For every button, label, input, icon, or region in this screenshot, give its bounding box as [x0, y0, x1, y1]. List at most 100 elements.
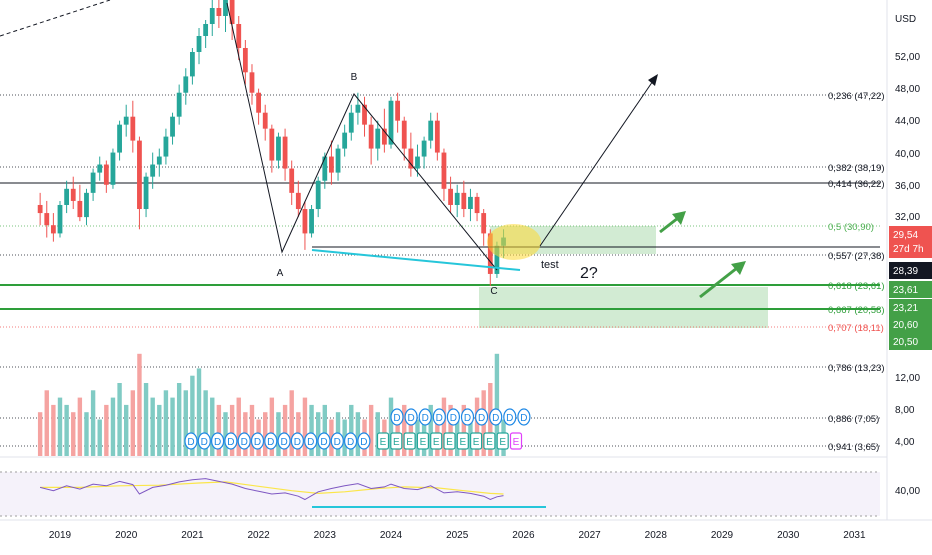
volume-bar	[104, 404, 109, 456]
marker-d-bottom	[344, 432, 358, 450]
marker-d-bottom	[317, 432, 331, 450]
marker-e-label: E	[433, 437, 440, 448]
volume-bar	[210, 397, 215, 456]
candle-body	[295, 192, 301, 210]
candle-body	[143, 176, 149, 210]
price-tick-label: 4,00	[895, 437, 915, 448]
volume-bar	[474, 397, 480, 456]
volume-bar	[90, 390, 96, 456]
marker-d-bottom-label: D	[254, 437, 261, 448]
fib-label: 0,414 (36,22)	[828, 179, 885, 190]
fib-label: 0,236 (47,22)	[828, 91, 885, 102]
marker-d-bottom-label: D	[294, 437, 301, 448]
candle-body	[50, 225, 56, 234]
volume-bar	[428, 404, 433, 456]
marker-e	[509, 432, 523, 450]
marker-d-top	[446, 408, 460, 426]
volume-bar	[355, 412, 361, 456]
candle-body	[242, 48, 248, 73]
candle-body	[415, 156, 420, 169]
candle-body	[408, 148, 414, 169]
candle-body	[468, 196, 473, 210]
x-tick-label: 2020	[115, 530, 138, 541]
rsi-ma-line	[40, 481, 504, 495]
fib-label: 0,618 (23,61)	[828, 281, 885, 292]
price-badge	[889, 299, 932, 316]
candle-body	[289, 168, 295, 193]
price-tick-label: 36,00	[895, 181, 920, 192]
candle-body	[156, 156, 162, 165]
x-tick-label: 2028	[645, 530, 668, 541]
volume-bar	[322, 404, 327, 456]
marker-e-label: E	[486, 437, 493, 448]
candle-body	[229, 0, 235, 24]
marker-e	[470, 432, 483, 450]
marker-d-bottom-label: D	[241, 437, 248, 448]
candle-body	[123, 116, 129, 125]
volume-bar	[64, 404, 69, 456]
fib-label: 0,5 (30,90)	[828, 222, 874, 233]
volume-bar	[157, 404, 162, 456]
volume-bar	[282, 404, 288, 456]
candle-body	[348, 112, 354, 133]
volume-bar	[71, 412, 76, 456]
volume-bar	[276, 412, 281, 456]
marker-d-bottom-label: D	[334, 437, 341, 448]
marker-d-top	[475, 408, 489, 426]
marker-d-bottom-label: D	[360, 437, 367, 448]
price-badge-label: 20,60	[893, 320, 918, 331]
volume-bar	[57, 397, 63, 456]
marker-d-bottom	[211, 432, 225, 450]
marker-e-label: E	[513, 437, 520, 448]
volume-bar	[216, 404, 222, 456]
wave-line	[226, 2, 498, 271]
volume-bar	[249, 404, 255, 456]
x-tick-label: 2025	[446, 530, 469, 541]
marker-e-label: E	[406, 437, 413, 448]
volume-bar	[183, 390, 188, 456]
candle-body	[84, 192, 89, 218]
marker-e	[496, 432, 509, 450]
volume-bar	[137, 353, 142, 456]
marker-d-top	[404, 408, 418, 426]
candle-body	[203, 24, 209, 36]
volume-bar	[44, 390, 49, 456]
x-tick-label: 2031	[843, 530, 866, 541]
marker-d-bottom-label: D	[280, 437, 287, 448]
marker-d-bottom-label: D	[347, 437, 354, 448]
candle-body	[150, 164, 156, 177]
volume-bar	[143, 383, 149, 456]
candle-body	[481, 213, 487, 234]
rsi-band	[0, 472, 880, 516]
candle-body	[401, 120, 407, 149]
marker-d-bottom	[224, 432, 238, 450]
fib-label: 0,382 (38,19)	[828, 163, 885, 174]
top-dashed-trendline	[0, 0, 111, 37]
volume-bar	[110, 397, 116, 456]
volume-bar	[97, 419, 102, 456]
candle-body	[117, 124, 122, 153]
marker-d-bottom-label: D	[227, 437, 234, 448]
candle-body	[269, 128, 275, 161]
green-arrow-lower-head	[731, 261, 746, 275]
marker-d-top	[418, 408, 432, 426]
candle-body	[474, 196, 480, 214]
marker-d-top	[432, 408, 446, 426]
candle-body	[249, 72, 255, 93]
candle-body	[190, 52, 195, 77]
marker-d-top	[517, 408, 531, 426]
annotation-test: test	[541, 259, 559, 271]
price-badge-label: 23,21	[893, 303, 918, 314]
marker-e	[443, 432, 456, 450]
projection-arrowhead	[648, 74, 658, 86]
candle-body	[388, 100, 394, 145]
volume-bar	[289, 390, 294, 456]
volume-bar	[236, 397, 241, 456]
candle-body	[448, 188, 453, 205]
candle-body	[322, 156, 328, 181]
support-zone-lower	[479, 287, 768, 328]
volume-bar	[229, 404, 235, 456]
price-tick-label: 44,00	[895, 116, 920, 127]
x-tick-label: 2023	[314, 530, 337, 541]
